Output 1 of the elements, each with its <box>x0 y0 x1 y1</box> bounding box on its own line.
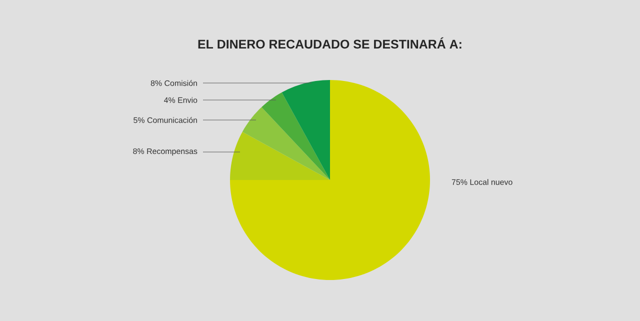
chart-title: EL DINERO RECAUDADO SE DESTINARÁ A: <box>198 37 462 49</box>
